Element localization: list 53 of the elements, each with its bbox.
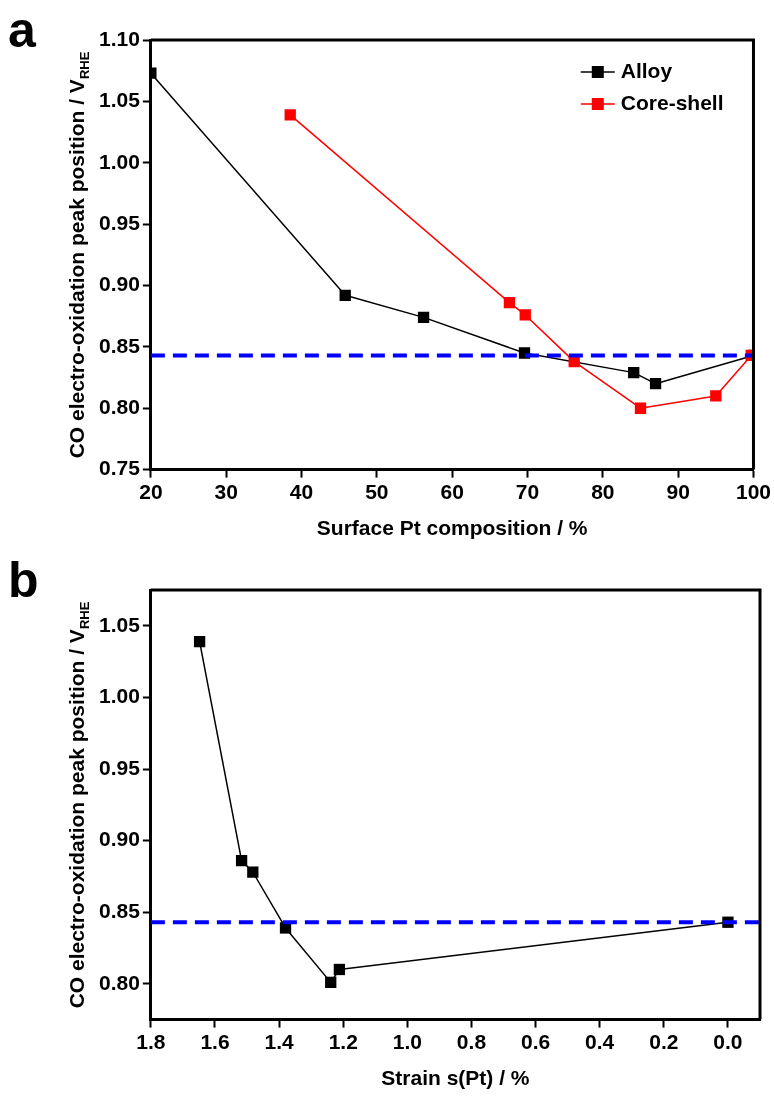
point (247, 866, 259, 878)
x-axis-title: Surface Pt composition / % (316, 516, 588, 540)
y-tick-label: 1.00 (99, 684, 140, 708)
y-tick-label: 0.95 (99, 210, 141, 234)
x-tick-label: 20 (139, 480, 163, 503)
y-tick-label: 0.80 (99, 970, 140, 994)
legend-label: Core-shell (620, 90, 724, 114)
x-tick-label: 70 (515, 480, 540, 503)
y-tick-label: 1.05 (99, 612, 141, 636)
x-tick-label: 0.2 (649, 1030, 679, 1053)
point (193, 635, 206, 648)
point (417, 311, 430, 324)
point (519, 309, 531, 321)
point (235, 854, 248, 867)
point (333, 963, 346, 976)
y-tick-label: 0.95 (99, 755, 141, 779)
point (325, 976, 337, 989)
point (339, 289, 351, 301)
x-tick-label: 0.4 (585, 1030, 615, 1053)
point (628, 366, 640, 379)
x-tick-label: 90 (666, 480, 690, 503)
y-tick-label: 0.90 (99, 272, 140, 296)
x-tick-label: 0.8 (456, 1030, 487, 1053)
x-tick-label: 50 (365, 480, 389, 503)
x-tick-label: 1.2 (328, 1030, 358, 1053)
legend-label: Alloy (620, 58, 673, 82)
x-tick-label: 30 (214, 480, 238, 503)
y-tick-label: 1.05 (99, 88, 141, 112)
y-tick-label: 0.75 (99, 456, 141, 480)
y-tick-label: 0.85 (99, 333, 141, 357)
point (634, 402, 647, 414)
x-tick-label: 80 (591, 480, 615, 503)
point (284, 109, 296, 121)
x-tick-label: 60 (440, 480, 464, 503)
x-tick-label: 40 (289, 480, 314, 503)
y-tick-label: 0.90 (99, 827, 140, 851)
x-tick-label: 1.0 (392, 1030, 422, 1053)
x-tick-label: 0.0 (713, 1030, 743, 1053)
x-tick-label: 1.6 (200, 1030, 230, 1053)
text: b (8, 551, 39, 610)
x-tick-label: 1.4 (264, 1030, 295, 1053)
text: a (8, 1, 36, 60)
x-tick-label: 100 (735, 480, 771, 503)
y-tick-label: 1.00 (99, 149, 140, 173)
y-tick-label: 0.80 (99, 395, 140, 419)
x-tick-label: 1.8 (136, 1030, 166, 1053)
point (503, 297, 516, 309)
x-axis-title: Strain s(Pt) / % (381, 1066, 530, 1090)
point (649, 378, 662, 390)
y-tick-label: 1.10 (99, 26, 140, 50)
point (710, 390, 722, 402)
y-tick-label: 0.85 (99, 899, 141, 922)
x-tick-label: 0.6 (520, 1030, 551, 1053)
